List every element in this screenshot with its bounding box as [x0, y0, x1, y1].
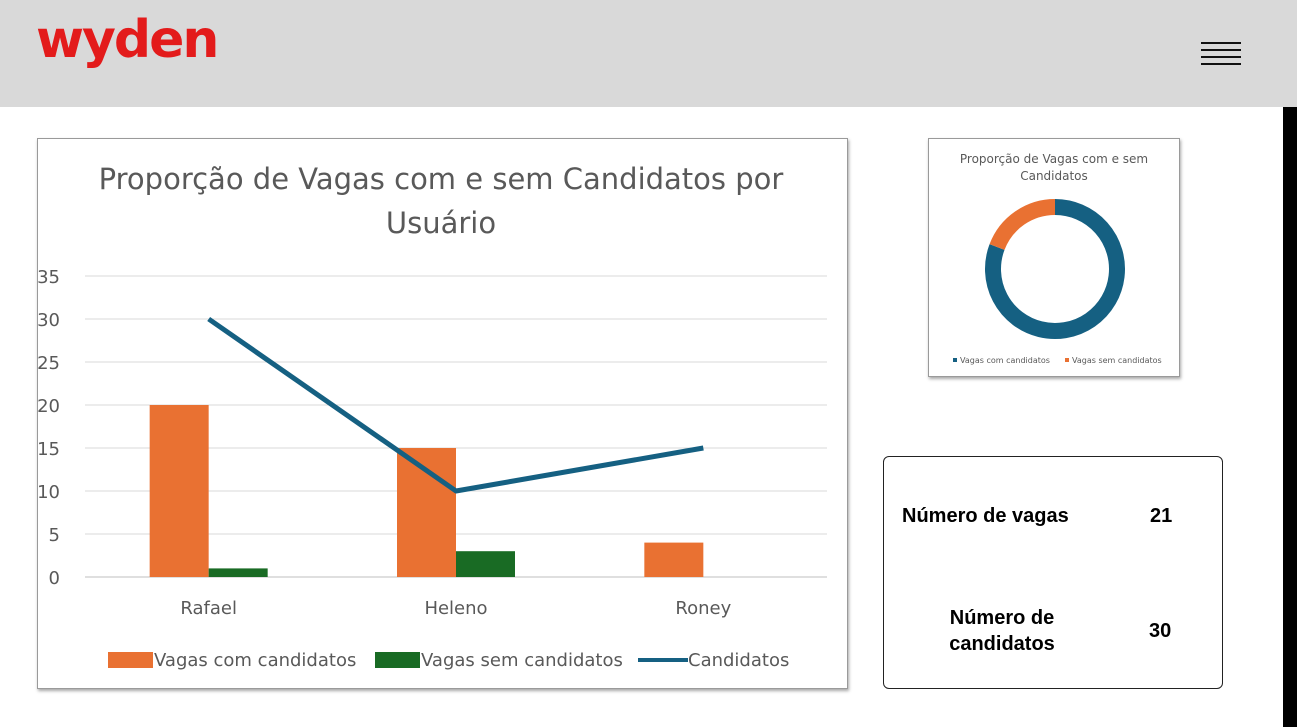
hamburger-menu-icon[interactable]	[1201, 40, 1243, 68]
main-chart-card: Proporção de Vagas com e sem Candidatos …	[37, 138, 848, 689]
header-bar: wyden	[0, 0, 1297, 107]
donut-slice-1	[989, 199, 1056, 251]
donut-chart-legend: Vagas com candidatos Vagas sem candidatos	[953, 356, 1162, 365]
x-tick-label: Heleno	[424, 598, 487, 619]
main-chart: Proporção de Vagas com e sem Candidatos …	[37, 162, 827, 671]
vagas-value: 21	[1150, 505, 1173, 527]
y-tick-label: 20	[38, 396, 60, 417]
candidatos-line	[207, 316, 704, 494]
legend-label-2: Candidatos	[688, 650, 789, 671]
donut-chart: Proporção de Vagas com e sem Candidatos …	[953, 152, 1162, 365]
bar-heleno-0	[397, 448, 456, 577]
main-chart-y-ticks: 0 5 10 15 20 25 30 35	[37, 267, 60, 589]
y-tick-label: 5	[49, 525, 60, 546]
y-tick-label: 0	[49, 568, 60, 589]
y-tick-label: 10	[38, 482, 60, 503]
y-tick-label: 15	[38, 439, 60, 460]
bar-rafael-0	[149, 405, 209, 577]
main-chart-legend: Vagas com candidatos Vagas sem candidatos…	[108, 650, 789, 671]
main-chart-title-line1: Proporção de Vagas com e sem Candidatos …	[99, 162, 784, 196]
bar-roney-0	[644, 542, 704, 577]
y-tick-label: 35	[38, 267, 60, 288]
donut-chart-title-line1: Proporção de Vagas com e sem	[960, 152, 1148, 166]
legend-label-1: Vagas sem candidatos	[421, 650, 623, 671]
legend-swatch-1	[375, 652, 420, 668]
x-tick-label: Roney	[675, 598, 731, 619]
donut-chart-title-line2: Candidatos	[1020, 169, 1088, 183]
candidatos-value: 30	[1149, 620, 1172, 642]
donut-legend-swatch-0	[953, 358, 957, 362]
donut-legend-swatch-1	[1065, 358, 1069, 362]
main-chart-x-ticks: Rafael Heleno Roney	[180, 598, 731, 619]
main-chart-title-line2: Usuário	[386, 206, 496, 240]
donut-slice-0	[985, 199, 1125, 339]
right-edge-strip	[1283, 107, 1297, 727]
bar-heleno-1	[456, 551, 515, 577]
donut-chart-card: Proporção de Vagas com e sem Candidatos …	[928, 138, 1180, 377]
legend-label-0: Vagas com candidatos	[154, 650, 356, 671]
candidatos-label-line2: candidatos	[949, 633, 1055, 655]
y-tick-label: 25	[38, 353, 60, 374]
legend-swatch-0	[108, 652, 153, 668]
y-tick-label: 30	[38, 310, 60, 331]
donut-legend-label-1: Vagas sem candidatos	[1072, 356, 1162, 365]
vagas-label: Número de vagas	[902, 505, 1069, 527]
stats-card: Número de vagas 21 Número de candidatos …	[883, 456, 1223, 689]
bar-rafael-1	[208, 568, 268, 577]
wyden-logo[interactable]: wyden	[36, 10, 219, 70]
donut-legend-label-0: Vagas com candidatos	[960, 356, 1050, 365]
x-tick-label: Rafael	[180, 598, 237, 619]
main-chart-line	[207, 316, 704, 494]
candidatos-label-line1: Número de	[949, 607, 1055, 629]
donut-chart-slices	[985, 199, 1125, 339]
